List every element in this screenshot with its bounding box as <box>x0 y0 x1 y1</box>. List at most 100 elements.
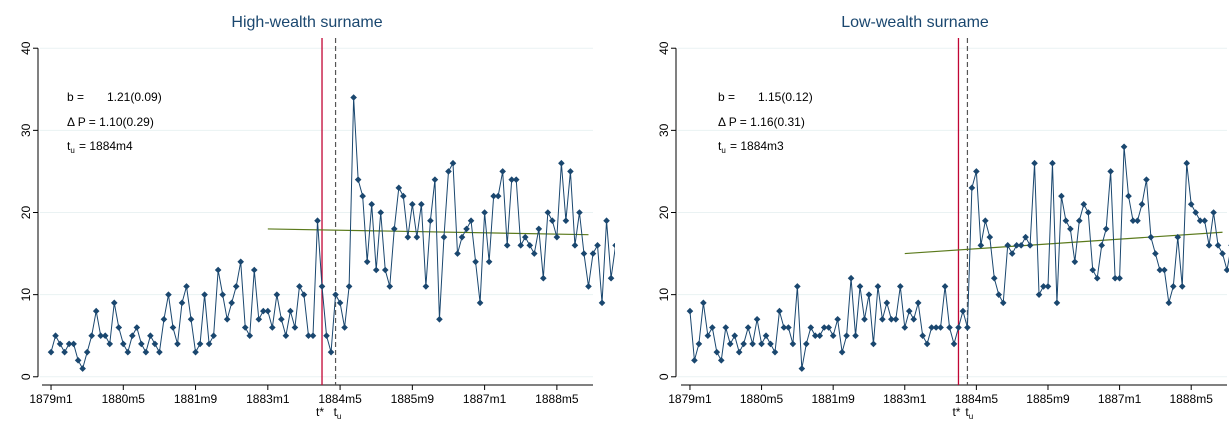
data-point <box>287 307 294 315</box>
data-point <box>816 332 824 340</box>
data-point <box>603 217 610 225</box>
data-point <box>174 340 181 348</box>
stat-delta-p: Δ P = 1.16(0.31) <box>718 115 805 129</box>
data-point <box>52 332 59 340</box>
data-point <box>1093 274 1101 282</box>
data-point <box>1035 291 1043 298</box>
data-point <box>717 357 725 364</box>
data-point <box>260 307 267 315</box>
data-point <box>811 332 819 340</box>
y-tick-label: 10 <box>19 288 33 302</box>
data-point <box>350 94 357 101</box>
data-point <box>106 340 114 348</box>
data-point <box>372 266 380 274</box>
data-point <box>1102 225 1110 233</box>
data-point <box>1107 168 1114 175</box>
data-point <box>133 324 141 331</box>
data-point <box>1223 266 1229 274</box>
x-tick-label: 1887m1 <box>463 392 507 406</box>
x-tick-label: 1884m5 <box>955 392 999 406</box>
data-point <box>879 315 886 323</box>
data-point <box>794 283 801 290</box>
data-point <box>973 168 980 175</box>
data-point <box>458 233 466 241</box>
data-point <box>436 315 443 323</box>
data-point <box>1156 266 1164 274</box>
data-point <box>686 307 694 315</box>
data-point <box>418 200 425 208</box>
data-point <box>431 176 439 183</box>
data-point <box>264 307 272 315</box>
x-tick-label: 1880m5 <box>740 392 784 406</box>
data-point <box>950 340 958 348</box>
y-tick-label: 20 <box>657 206 671 220</box>
data-point <box>722 324 730 331</box>
data-point <box>896 283 904 290</box>
data-point <box>115 324 123 331</box>
data-point <box>1044 283 1052 290</box>
data-point <box>580 250 588 257</box>
data-point <box>296 283 303 290</box>
data-point <box>807 324 815 331</box>
y-tick-label: 10 <box>657 288 671 302</box>
data-point <box>612 242 615 249</box>
x-tick-label: 1887m1 <box>1098 392 1142 406</box>
stat-tu-value: = 1884m4 <box>79 139 133 153</box>
data-point <box>400 192 407 200</box>
data-point <box>959 307 967 315</box>
plot-area: 0 10 20 30 40 1879m1 1880m5 1881m9 1883m1 1884m5 1… <box>657 38 1229 421</box>
data-point <box>404 233 412 241</box>
data-point <box>798 365 806 372</box>
data-point <box>999 299 1007 307</box>
data-point <box>1161 266 1168 274</box>
stats-annotation: b = 1.21(0.09) Δ P = 1.10(0.29) tu = 188… <box>67 90 162 155</box>
data-point <box>386 283 394 290</box>
y-tick-label: 30 <box>19 123 33 137</box>
data-point <box>454 250 461 257</box>
data-point <box>381 266 389 274</box>
data-point <box>598 299 606 307</box>
data-point <box>955 324 962 331</box>
data-point <box>941 283 949 290</box>
data-point <box>517 242 525 249</box>
data-point <box>273 291 281 298</box>
x-tick-label: 1884m5 <box>318 392 362 406</box>
data-point <box>820 324 828 331</box>
data-point <box>549 217 556 225</box>
data-point <box>463 225 470 233</box>
data-point <box>883 299 891 307</box>
data-point <box>1219 250 1226 257</box>
data-point <box>305 332 312 340</box>
data-point <box>101 332 109 340</box>
data-point <box>1089 266 1097 274</box>
data-point <box>607 274 615 282</box>
data-point <box>1120 143 1128 151</box>
x-tick-label: 1879m1 <box>29 392 73 406</box>
data-point <box>156 348 163 356</box>
data-point <box>1053 299 1061 307</box>
data-point <box>995 291 1003 298</box>
y-tick-label: 0 <box>19 373 33 380</box>
data-point <box>834 315 841 323</box>
data-point <box>526 242 534 249</box>
data-point <box>269 324 276 331</box>
data-point <box>1116 274 1123 282</box>
data-point <box>964 324 971 331</box>
data-point <box>753 315 761 323</box>
data-point <box>97 332 105 340</box>
data-point <box>88 332 95 340</box>
data-point <box>1134 217 1141 225</box>
chart-panel-high-wealth: High-wealth surname 0 10 20 30 40 1879m1 1880m… <box>19 14 615 421</box>
data-point <box>829 332 837 340</box>
data-point <box>1098 242 1105 249</box>
data-point <box>499 168 506 175</box>
data-point <box>1152 250 1159 257</box>
y-tick-label: 40 <box>657 41 671 55</box>
data-point <box>744 324 752 331</box>
data-point <box>201 291 208 298</box>
data-point <box>704 332 712 340</box>
data-point <box>413 233 421 241</box>
data-point <box>1031 159 1038 167</box>
data-point <box>928 324 935 331</box>
x-tick-label: 1883m1 <box>883 392 927 406</box>
